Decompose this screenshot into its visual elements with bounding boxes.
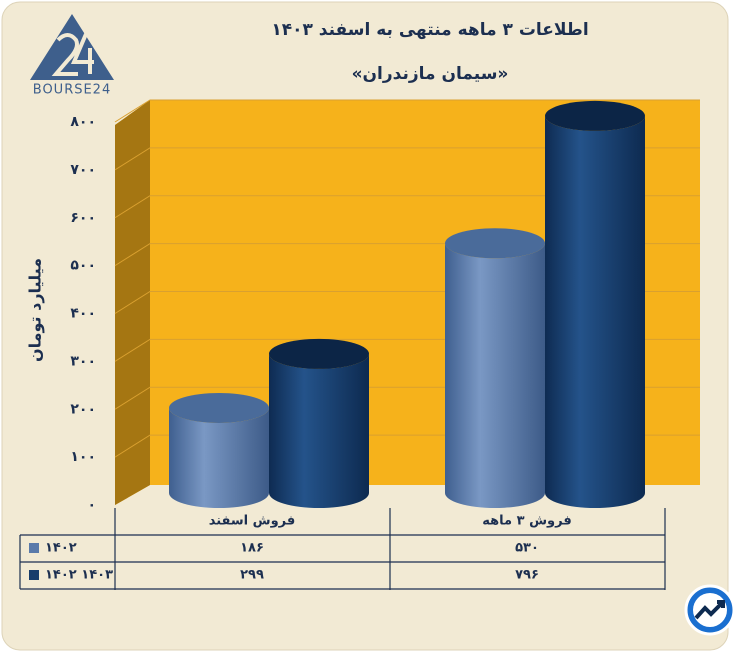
legend-label: ۱۴۰۲ ۱۴۰۳	[45, 568, 113, 583]
legend-swatch	[29, 570, 39, 580]
chart-title: اطلاعات ۳ ماهه منتهی به اسفند ۱۴۰۳	[271, 20, 588, 40]
grid-line	[114, 99, 700, 123]
y-tick-label: ۲۰۰	[70, 401, 96, 417]
logo: BOURSE24	[30, 14, 114, 98]
grid-line	[114, 195, 700, 219]
table-grid	[19, 508, 666, 590]
data-label: ۲۹۹	[240, 568, 264, 583]
data-label: ۵۳۰	[515, 541, 539, 556]
y-tick-label: ۰	[87, 497, 96, 513]
y-tick-label: ۸۰۰	[70, 114, 96, 130]
bar	[169, 407, 269, 508]
y-tick-label: ۵۰۰	[70, 258, 96, 274]
bar-top	[169, 392, 269, 423]
site-icon	[684, 584, 736, 636]
bar	[545, 115, 645, 508]
bar	[445, 243, 545, 508]
y-tick-label: ۶۰۰	[70, 210, 96, 226]
logo-text: BOURSE24	[33, 83, 111, 98]
y-axis-label: میلیارد تومان	[26, 258, 45, 362]
bar-top	[545, 100, 645, 131]
x-tick-label: فروش ۳ ماهه	[482, 514, 571, 529]
legend-label: ۱۴۰۲	[45, 541, 77, 556]
chart-subtitle: «سیمان مازندران»	[352, 64, 509, 84]
legend-swatch	[29, 543, 39, 553]
data-label: ۷۹۶	[515, 568, 539, 583]
y-tick-label: ۱۰۰	[70, 449, 96, 465]
bar-top	[269, 338, 369, 369]
grid-line	[114, 147, 700, 171]
x-tick-label: فروش اسفند	[209, 514, 296, 529]
y-tick-label: ۴۰۰	[70, 306, 96, 322]
y-tick-label: ۳۰۰	[70, 353, 96, 369]
bar	[269, 353, 369, 508]
data-label: ۱۸۶	[240, 541, 264, 556]
bar-top	[445, 228, 545, 259]
y-tick-label: ۷۰۰	[70, 162, 96, 178]
